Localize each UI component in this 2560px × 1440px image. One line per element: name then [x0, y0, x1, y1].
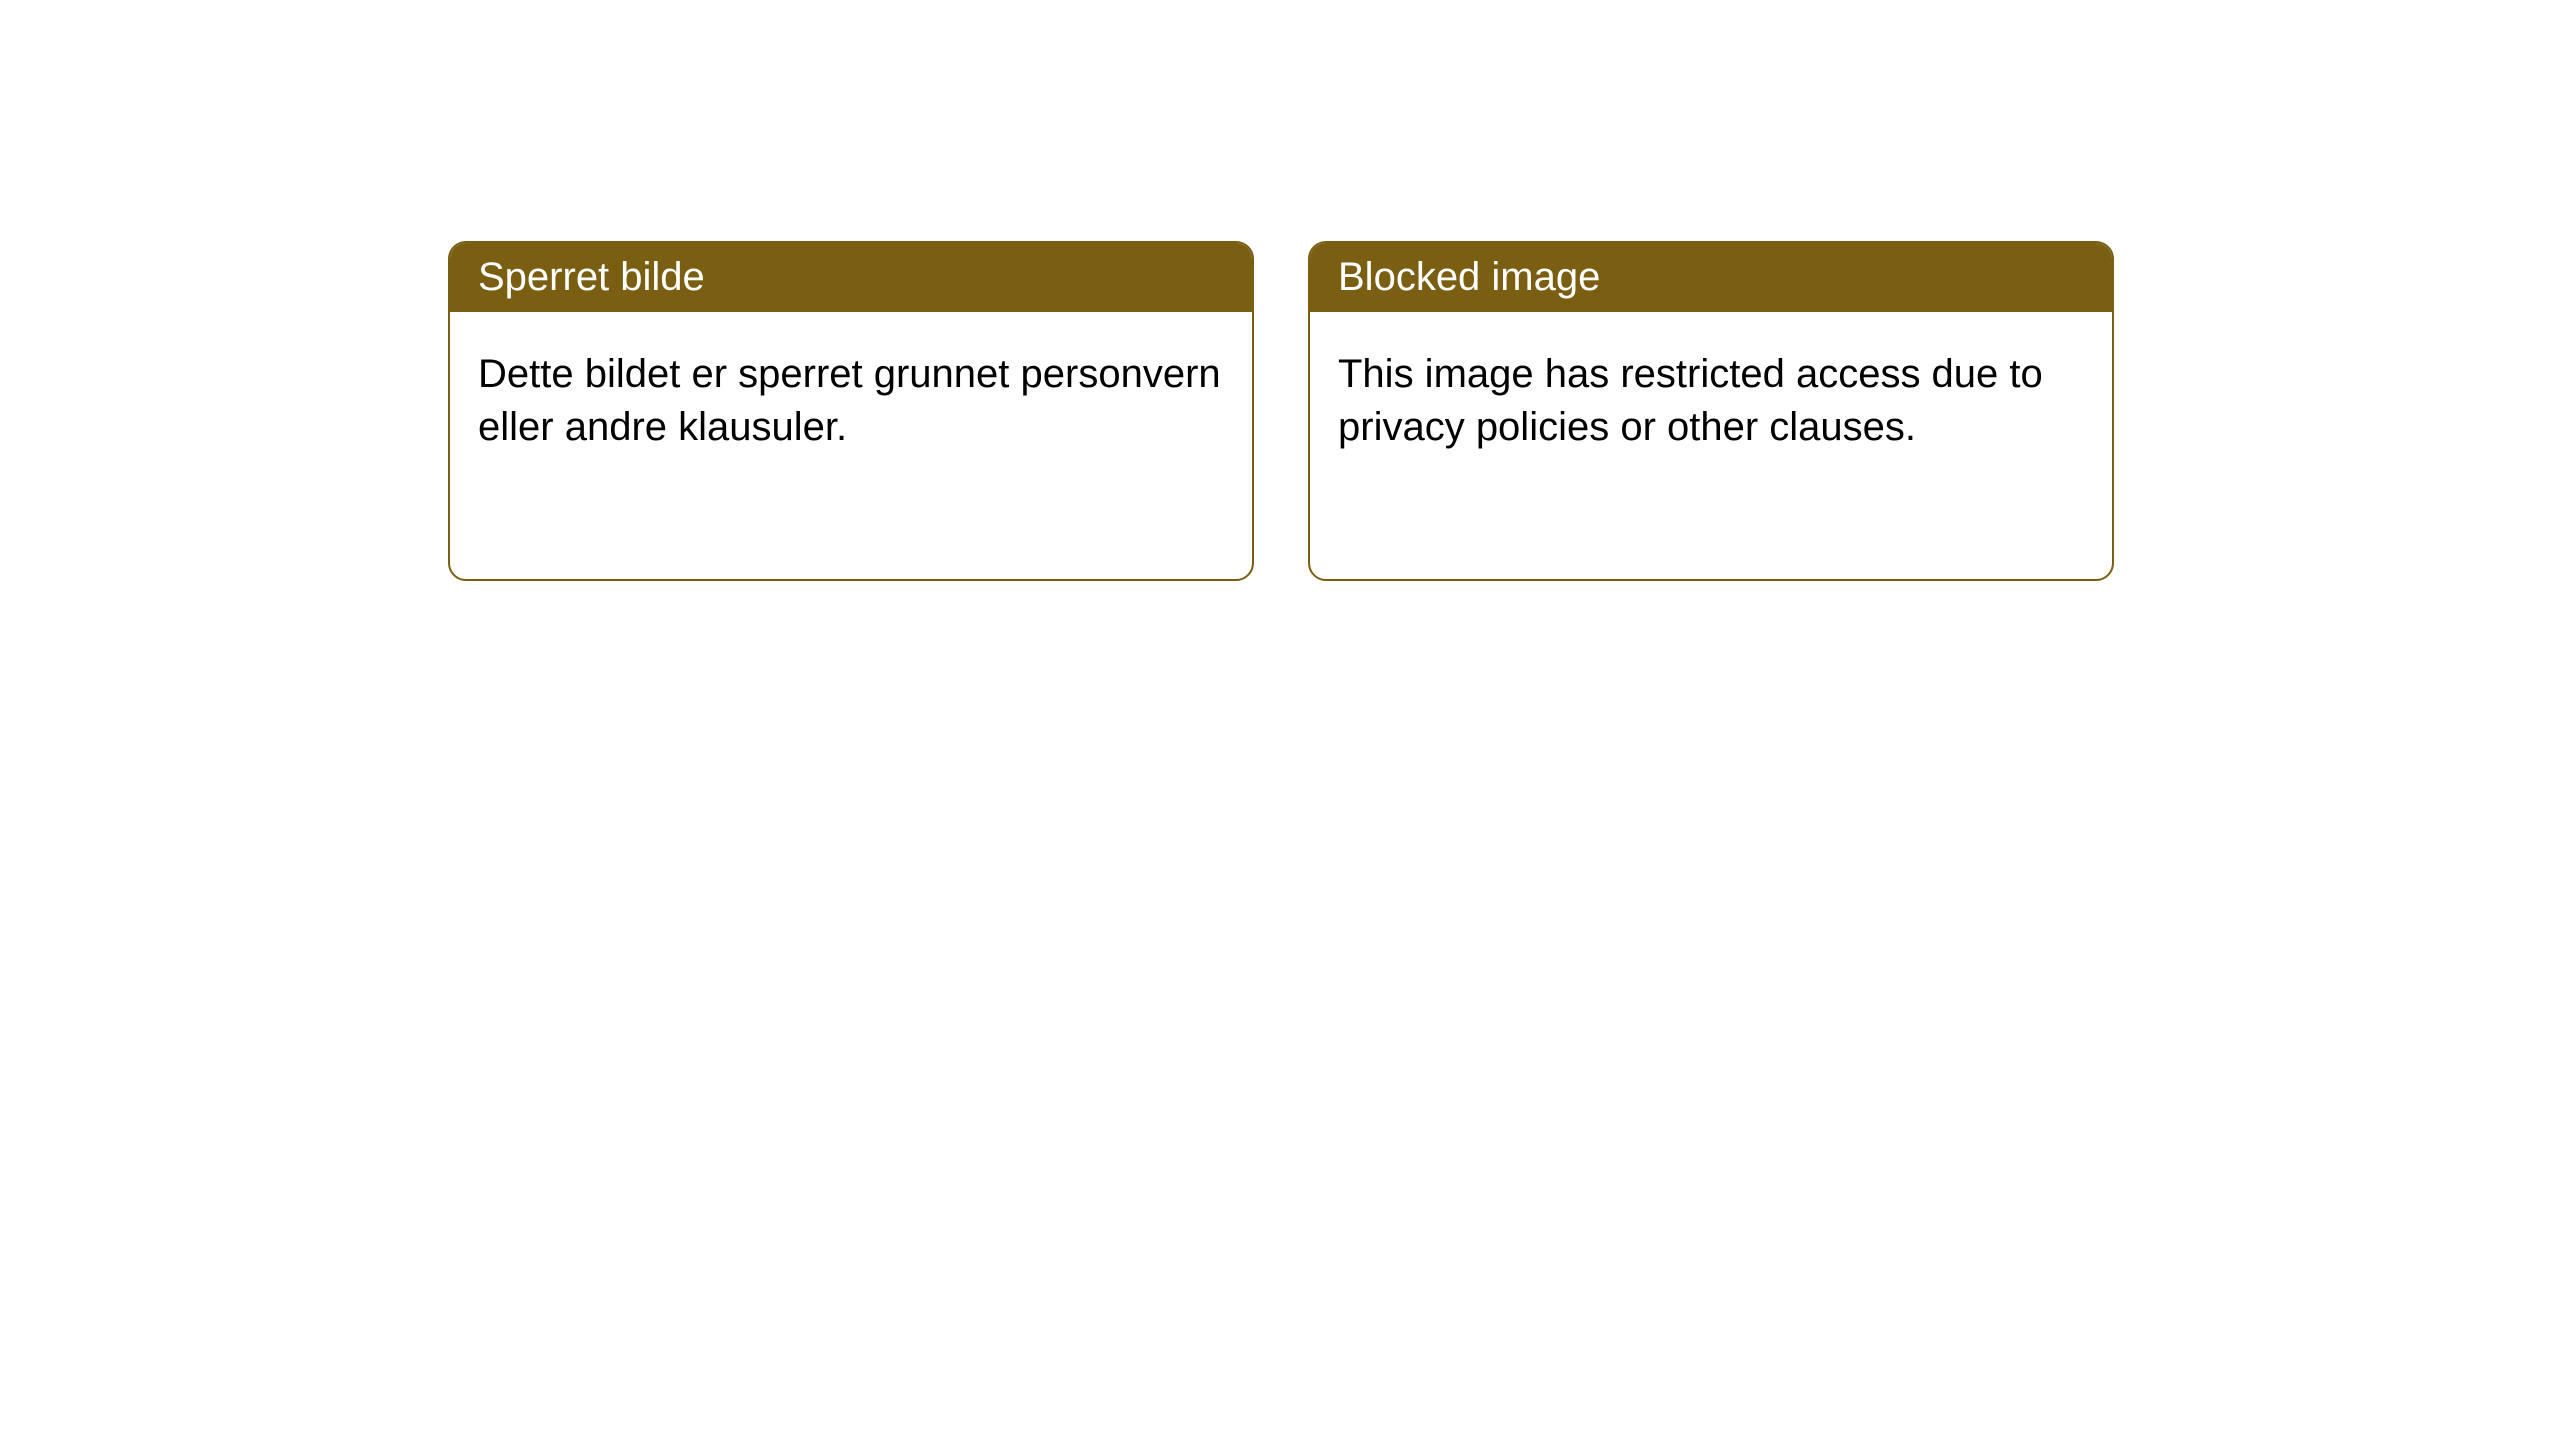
card-body-english: This image has restricted access due to … [1310, 312, 2112, 490]
notice-card-norwegian: Sperret bilde Dette bildet er sperret gr… [448, 241, 1254, 581]
card-header-norwegian: Sperret bilde [450, 243, 1252, 312]
card-header-english: Blocked image [1310, 243, 2112, 312]
card-header-text: Sperret bilde [478, 255, 705, 299]
card-body-text: This image has restricted access due to … [1338, 352, 2043, 449]
card-body-norwegian: Dette bildet er sperret grunnet personve… [450, 312, 1252, 490]
card-body-text: Dette bildet er sperret grunnet personve… [478, 352, 1221, 449]
card-header-text: Blocked image [1338, 255, 1600, 299]
notice-container: Sperret bilde Dette bildet er sperret gr… [448, 241, 2114, 581]
notice-card-english: Blocked image This image has restricted … [1308, 241, 2114, 581]
